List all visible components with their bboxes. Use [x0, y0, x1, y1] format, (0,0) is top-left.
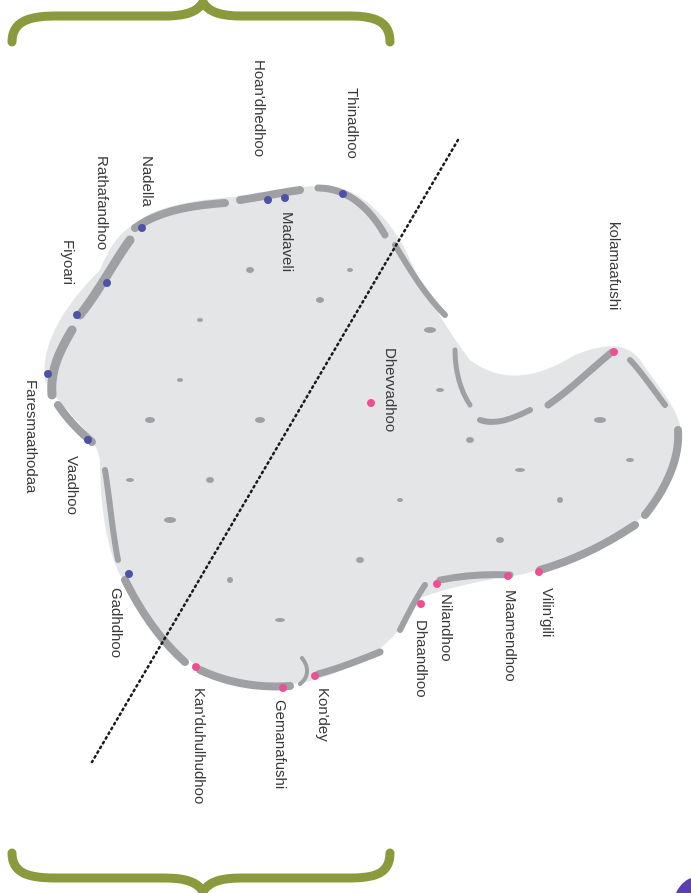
marker-kondey: [311, 672, 319, 680]
marker-kanduhulhudhoo: [192, 663, 200, 671]
label-kanduhulhudhoo: Kan'duhulhudhoo: [191, 688, 208, 804]
marker-nadella: [138, 224, 146, 232]
label-hoandhedhoo: Hoan'dhedhoo: [251, 60, 268, 157]
label-madaveli: Madaveli: [279, 212, 296, 272]
marker-kolamaafushi: [610, 348, 618, 356]
label-fiyoari: Fiyoari: [60, 240, 77, 285]
marker-dhevvadhoo: [367, 399, 375, 407]
label-kolamaafushi: kolamaafushi: [606, 222, 623, 310]
label-dhaandhoo: Dhaandhoo: [413, 620, 430, 698]
marker-faresmaathodaa: [44, 370, 52, 378]
label-dhevvadhoo: Dhevvadhoo: [382, 348, 399, 432]
marker-maamendhoo: [504, 572, 512, 580]
label-rathafandhoo: Rathafandhoo: [94, 156, 111, 250]
marker-fiyoari: [73, 311, 81, 319]
label-vilingili: Vilin'gili: [539, 588, 556, 637]
marker-gadhdhoo: [125, 570, 133, 578]
marker-vaadhoo: [84, 436, 92, 444]
label-maamendhoo: Maamendhoo: [502, 590, 519, 682]
marker-madaveli: [281, 194, 289, 202]
atoll-lagoon: [44, 185, 682, 686]
marker-gemanafushi: [279, 684, 287, 692]
label-nadella: Nadella: [139, 156, 156, 208]
marker-vilingili: [535, 568, 543, 576]
island-markers: [44, 190, 618, 692]
marker-dhaandhoo: [417, 600, 425, 608]
corner-swoosh: [676, 878, 691, 893]
island-labels: Thinadhoo Hoan'dhedhoo Madaveli Nadella …: [23, 60, 623, 804]
label-nilandhoo: Nilandhoo: [438, 594, 455, 662]
label-gemanafushi: Gemanafushi: [272, 700, 289, 789]
marker-thinadhoo: [339, 190, 347, 198]
divider-line: [90, 138, 460, 764]
marker-hoandhedhoo: [264, 196, 272, 204]
bottom-brace: [7, 848, 395, 893]
label-vaadhoo: Vaadhoo: [64, 456, 81, 515]
label-gadhdhoo: Gadhdhoo: [108, 588, 125, 658]
inner-reefs: [126, 267, 634, 622]
marker-rathafandhoo: [103, 279, 111, 287]
label-kondey: Kon'dey: [315, 688, 332, 742]
top-brace: [7, 0, 395, 47]
label-faresmaathodaa: Faresmaathodaa: [23, 380, 40, 494]
label-thinadhoo: Thinadhoo: [344, 88, 361, 159]
marker-nilandhoo: [433, 580, 441, 588]
